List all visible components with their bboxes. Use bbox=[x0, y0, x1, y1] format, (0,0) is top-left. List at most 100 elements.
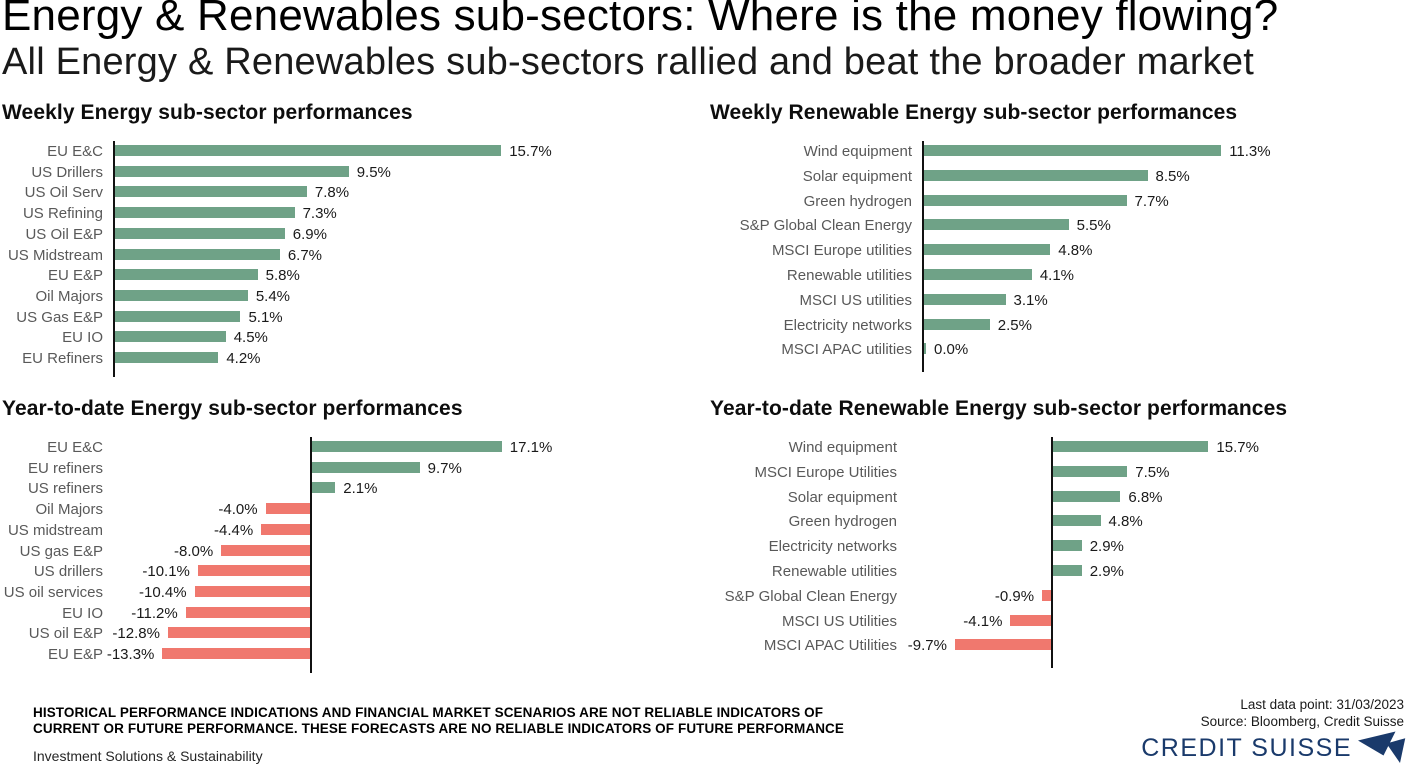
value-label: 15.7% bbox=[509, 143, 552, 160]
category-label: US Gas E&P bbox=[16, 308, 103, 326]
category-label: Electricity networks bbox=[783, 316, 912, 334]
value-label: 6.9% bbox=[292, 225, 327, 243]
bar bbox=[924, 169, 1148, 181]
bar bbox=[924, 244, 1051, 256]
bar bbox=[115, 165, 349, 177]
value-label: 4.5% bbox=[233, 329, 268, 347]
value-label: 2.9% bbox=[1089, 538, 1124, 556]
category-label: US Drillers bbox=[31, 163, 103, 181]
category-label: US Oil Serv bbox=[24, 184, 103, 202]
category-label: Wind equipment bbox=[803, 143, 912, 160]
value-label: 4.8% bbox=[1058, 242, 1093, 260]
chart-title: Weekly Renewable Energy sub-sector perfo… bbox=[710, 101, 1238, 124]
zero-axis-line bbox=[113, 141, 115, 377]
division-label: Investment Solutions & Sustainability bbox=[33, 748, 263, 764]
value-label: 4.2% bbox=[226, 350, 261, 367]
category-label: Renewable utilities bbox=[771, 563, 897, 580]
value-label: 9.5% bbox=[356, 163, 391, 181]
value-label: 7.8% bbox=[314, 184, 350, 202]
value-label: 2.9% bbox=[1089, 563, 1124, 580]
category-label: US drillers bbox=[33, 563, 103, 581]
category-label: S&P Global Clean Energy bbox=[739, 217, 912, 235]
bar bbox=[954, 639, 1051, 651]
last-data-point: Last data point: 31/03/2023 bbox=[1240, 697, 1404, 712]
bar bbox=[924, 145, 1222, 156]
value-label: -4.0% bbox=[218, 501, 258, 519]
bar bbox=[924, 343, 926, 355]
category-label: Solar equipment bbox=[787, 488, 897, 506]
bar bbox=[924, 293, 1006, 305]
category-label: EU refiners bbox=[27, 459, 103, 477]
zero-axis-line bbox=[1051, 437, 1053, 669]
value-label: -11.2% bbox=[131, 604, 178, 622]
bar bbox=[115, 310, 241, 322]
value-label: -10.1% bbox=[142, 563, 190, 581]
bar bbox=[1053, 465, 1128, 477]
chart-title: Year-to-date Renewable Energy sub-sector… bbox=[710, 397, 1288, 420]
bar bbox=[162, 648, 310, 659]
category-label: EU E&C bbox=[47, 143, 103, 160]
value-label: -0.9% bbox=[994, 587, 1035, 605]
category-label: US oil E&P bbox=[28, 625, 103, 643]
category-label: Green hydrogen bbox=[788, 513, 897, 531]
bar bbox=[115, 352, 219, 363]
category-label: S&P Global Clean Energy bbox=[724, 587, 897, 605]
category-label: Solar equipment bbox=[802, 167, 912, 185]
value-label: -12.8% bbox=[112, 625, 160, 643]
bar bbox=[115, 207, 295, 219]
category-label: Oil Majors bbox=[35, 501, 103, 519]
performance-disclaimer: HISTORICAL PERFORMANCE INDICATIONS AND F… bbox=[33, 705, 844, 737]
value-label: 7.5% bbox=[1135, 463, 1170, 481]
disclaimer-line-2: CURRENT OR FUTURE PERFORMANCE. THESE FOR… bbox=[33, 721, 845, 736]
zero-axis-line bbox=[922, 141, 924, 373]
disclaimer-line-1: HISTORICAL PERFORMANCE INDICATIONS AND F… bbox=[33, 705, 824, 720]
bar bbox=[115, 186, 307, 198]
value-label: 5.8% bbox=[265, 267, 300, 285]
value-label: -4.1% bbox=[963, 612, 1003, 630]
bar bbox=[197, 565, 310, 577]
bar bbox=[312, 461, 420, 473]
category-label: US Oil E&P bbox=[25, 225, 103, 243]
chart-ytd-renewables: Year-to-date Renewable Energy sub-sector… bbox=[710, 397, 1412, 689]
bar bbox=[185, 606, 310, 618]
category-label: MSCI Europe utilities bbox=[771, 242, 912, 260]
category-label: MSCI APAC utilities bbox=[781, 341, 912, 359]
category-label: EU IO bbox=[62, 329, 103, 347]
value-label: 15.7% bbox=[1216, 439, 1259, 456]
category-label: Wind equipment bbox=[788, 439, 897, 456]
value-label: 8.5% bbox=[1155, 167, 1190, 185]
value-label: -8.0% bbox=[174, 542, 214, 560]
source-block: Last data point: 31/03/2023 Source: Bloo… bbox=[1201, 696, 1404, 730]
value-label: 5.4% bbox=[255, 287, 291, 305]
bar bbox=[115, 269, 258, 281]
brand-wordmark: CREDIT SUISSE bbox=[1141, 733, 1352, 762]
chart-weekly-energy: Weekly Energy sub-sector performances EU… bbox=[2, 101, 704, 393]
value-label: 4.1% bbox=[1039, 267, 1075, 284]
zero-axis-line bbox=[310, 437, 312, 673]
category-label: Green hydrogen bbox=[803, 192, 912, 210]
value-label: 11.3% bbox=[1229, 143, 1271, 160]
bar bbox=[1053, 540, 1082, 552]
category-label: US refiners bbox=[27, 480, 103, 498]
bar bbox=[1053, 490, 1121, 502]
category-label: EU Refiners bbox=[22, 350, 103, 367]
bar bbox=[265, 503, 310, 515]
value-label: 9.7% bbox=[427, 459, 462, 477]
bar bbox=[115, 248, 280, 260]
bar bbox=[1010, 614, 1051, 626]
bar bbox=[312, 482, 336, 494]
credit-suisse-logo: CREDIT SUISSE bbox=[1141, 731, 1406, 765]
category-label: US Refining bbox=[22, 205, 103, 223]
category-label: Electricity networks bbox=[768, 538, 897, 556]
bar bbox=[1042, 589, 1051, 601]
category-label: EU E&P bbox=[47, 267, 103, 285]
value-label: -4.4% bbox=[213, 521, 254, 539]
value-label: 0.0% bbox=[934, 341, 969, 359]
value-label: 2.5% bbox=[997, 316, 1032, 334]
value-label: -9.7% bbox=[907, 637, 947, 655]
value-label: 7.7% bbox=[1134, 192, 1169, 210]
category-label: US Midstream bbox=[7, 246, 103, 264]
category-label: US gas E&P bbox=[19, 542, 103, 560]
category-label: MSCI APAC Utilities bbox=[763, 637, 897, 655]
category-label: EU IO bbox=[62, 604, 103, 622]
